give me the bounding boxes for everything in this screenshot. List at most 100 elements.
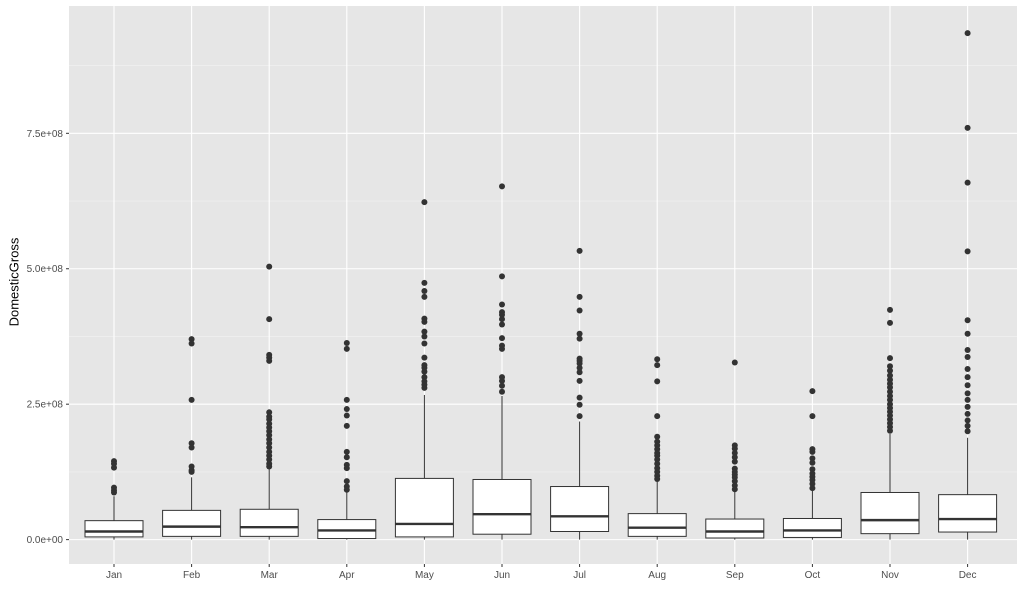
outlier-point (654, 356, 661, 363)
outlier-point (731, 449, 738, 456)
iqr-box (782, 517, 842, 538)
y-axis-label: DomesticGross (6, 237, 22, 327)
box-aug (627, 481, 687, 540)
iqr-box (162, 509, 222, 537)
box-oct (782, 490, 842, 540)
outlier-point (576, 307, 583, 314)
outlier-point (964, 179, 971, 186)
iqr-box (938, 494, 998, 533)
x-tick-label-jul: Jul (573, 570, 586, 581)
outlier-point (188, 336, 195, 343)
iqr-box (394, 477, 454, 538)
outlier-point (421, 340, 428, 347)
outlier-point (964, 248, 971, 255)
outlier-point (421, 279, 428, 286)
outlier-point (343, 422, 350, 429)
iqr-box (472, 478, 532, 535)
outlier-point (343, 448, 350, 455)
outlier-point (654, 433, 661, 440)
outlier-points (111, 30, 971, 496)
outlier-point (964, 365, 971, 372)
outlier-point (343, 339, 350, 346)
outlier-point (576, 413, 583, 420)
outlier-point (809, 448, 816, 455)
outlier-point (809, 480, 816, 487)
outlier-point (266, 440, 273, 447)
outlier-point (421, 287, 428, 294)
outlier-point (731, 478, 738, 485)
outlier-point (576, 360, 583, 367)
outlier-point (887, 319, 893, 326)
outlier-point (964, 317, 971, 324)
minor-gridlines (69, 65, 1017, 473)
plot-panel (69, 6, 1017, 564)
outlier-point (499, 316, 505, 323)
outlier-point (887, 388, 893, 395)
outlier-point (499, 377, 505, 384)
outlier-point (576, 330, 583, 337)
x-tick-label-may: May (415, 570, 434, 581)
outlier-point (421, 328, 428, 335)
outlier-point (576, 293, 583, 300)
outlier-point (188, 444, 195, 451)
outlier-point (964, 347, 971, 354)
outlier-point (266, 409, 273, 416)
outlier-point (499, 301, 505, 308)
outlier-point (421, 374, 428, 381)
outlier-point (343, 465, 350, 472)
outlier-point (809, 459, 816, 466)
outlier-point (964, 30, 971, 37)
outlier-point (576, 369, 583, 376)
x-tick-label-feb: Feb (183, 570, 201, 581)
outlier-point (499, 273, 505, 280)
outlier-point (654, 378, 661, 385)
outlier-point (964, 374, 971, 381)
outlier-point (576, 364, 583, 371)
outlier-point (887, 384, 893, 391)
iqr-box (627, 513, 687, 537)
outlier-point (809, 466, 816, 473)
outlier-point (266, 316, 273, 323)
box-jan (84, 496, 144, 540)
outlier-point (499, 335, 505, 342)
outlier-point (576, 335, 583, 342)
outlier-point (499, 311, 505, 318)
outlier-point (731, 359, 738, 366)
outlier-point (343, 396, 350, 403)
box-may (394, 394, 454, 540)
outlier-point (887, 306, 893, 313)
outlier-point (731, 458, 738, 465)
outlier-point (266, 463, 273, 470)
outlier-point (499, 321, 505, 328)
iqr-box (550, 486, 610, 532)
outlier-point (887, 367, 893, 374)
boxes (84, 394, 998, 540)
outlier-point (111, 489, 117, 496)
outlier-point (887, 396, 893, 403)
box-dec (938, 437, 998, 540)
outlier-point (964, 396, 971, 403)
outlier-point (809, 388, 816, 395)
outlier-point (343, 478, 350, 485)
outlier-point (266, 357, 273, 364)
outlier-point (654, 413, 661, 420)
outlier-point (266, 444, 273, 451)
outlier-point (499, 388, 505, 395)
x-tick-labels: Jan Feb Mar Apr May Jun Jul Aug Sep Oct Nov Dec (106, 570, 977, 581)
outlier-point (266, 456, 273, 463)
outlier-point (421, 368, 428, 375)
outlier-point (964, 417, 971, 424)
y-tick-label: 7.5e+08 (27, 129, 64, 140)
iqr-box (860, 491, 920, 535)
outlier-point (964, 354, 971, 361)
outlier-point (964, 382, 971, 389)
outlier-point (964, 124, 971, 131)
outlier-point (188, 340, 195, 347)
iqr-box (239, 508, 299, 537)
outlier-point (421, 333, 428, 340)
y-tick-label: 0.0e+00 (27, 535, 64, 546)
box-jul (550, 421, 610, 540)
y-axis-label-wrap: DomesticGross (4, 0, 24, 564)
outlier-point (343, 412, 350, 419)
x-tick-label-aug: Aug (648, 570, 666, 581)
